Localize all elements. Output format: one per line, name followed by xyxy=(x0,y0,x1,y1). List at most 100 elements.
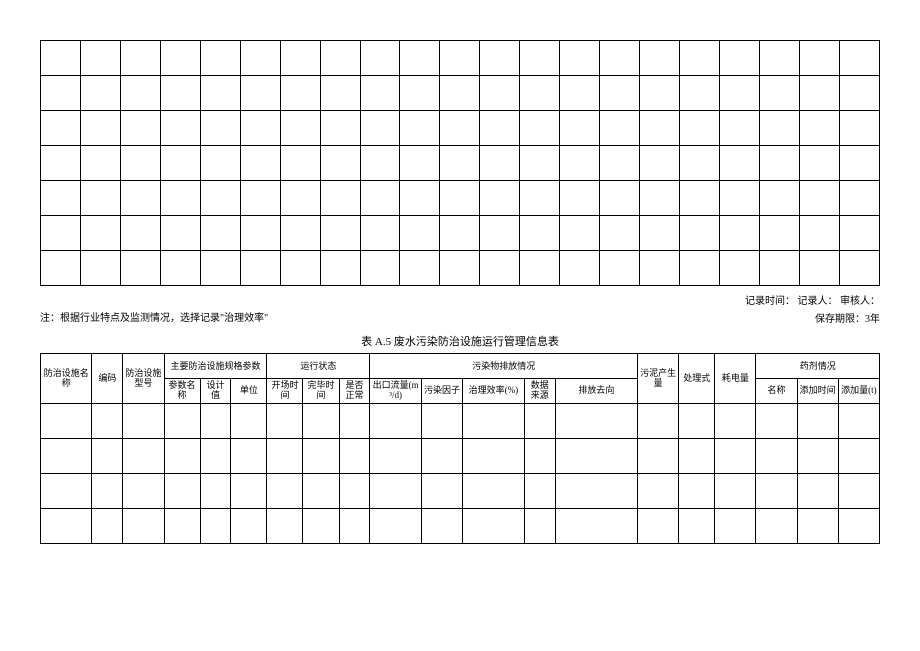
empty-cell xyxy=(303,439,339,474)
empty-cell xyxy=(799,216,839,251)
empty-cell xyxy=(799,251,839,286)
upper-blank-table xyxy=(40,40,880,286)
empty-cell xyxy=(520,181,560,216)
empty-cell xyxy=(360,146,400,181)
empty-cell xyxy=(200,509,231,544)
empty-cell xyxy=(41,439,92,474)
empty-cell xyxy=(719,111,759,146)
empty-cell xyxy=(280,111,320,146)
empty-cell xyxy=(120,216,160,251)
empty-cell xyxy=(164,474,200,509)
empty-cell xyxy=(41,41,81,76)
record-time-label: 记录时间： xyxy=(745,296,795,307)
empty-cell xyxy=(715,439,756,474)
empty-cell xyxy=(160,41,200,76)
empty-cell xyxy=(200,111,240,146)
table-row xyxy=(41,146,880,181)
empty-cell xyxy=(756,474,797,509)
h-outlet-flow: 出口流量(m³/d) xyxy=(370,379,421,404)
empty-cell xyxy=(370,439,421,474)
empty-cell xyxy=(400,181,440,216)
empty-cell xyxy=(360,111,400,146)
empty-cell xyxy=(600,146,640,181)
empty-cell xyxy=(80,251,120,286)
empty-cell xyxy=(839,181,879,216)
empty-cell xyxy=(240,146,280,181)
empty-cell xyxy=(555,474,637,509)
empty-cell xyxy=(555,439,637,474)
empty-cell xyxy=(719,251,759,286)
empty-cell xyxy=(600,41,640,76)
empty-cell xyxy=(839,111,879,146)
empty-cell xyxy=(719,41,759,76)
empty-cell xyxy=(480,111,520,146)
empty-cell xyxy=(320,41,360,76)
empty-cell xyxy=(421,439,462,474)
empty-cell xyxy=(640,76,680,111)
empty-cell xyxy=(400,216,440,251)
empty-cell xyxy=(640,251,680,286)
empty-cell xyxy=(303,474,339,509)
empty-cell xyxy=(524,439,555,474)
empty-cell xyxy=(680,76,720,111)
empty-cell xyxy=(123,474,164,509)
empty-cell xyxy=(839,216,879,251)
empty-cell xyxy=(80,76,120,111)
empty-cell xyxy=(41,146,81,181)
empty-cell xyxy=(320,111,360,146)
empty-cell xyxy=(838,439,879,474)
empty-cell xyxy=(440,76,480,111)
empty-cell xyxy=(280,146,320,181)
empty-cell xyxy=(555,509,637,544)
empty-cell xyxy=(719,216,759,251)
empty-cell xyxy=(560,76,600,111)
empty-cell xyxy=(360,76,400,111)
empty-cell xyxy=(41,404,92,439)
empty-cell xyxy=(680,111,720,146)
empty-cell xyxy=(339,474,370,509)
empty-cell xyxy=(839,146,879,181)
empty-cell xyxy=(280,41,320,76)
empty-cell xyxy=(421,509,462,544)
empty-cell xyxy=(120,111,160,146)
empty-cell xyxy=(80,181,120,216)
empty-cell xyxy=(680,146,720,181)
empty-cell xyxy=(240,181,280,216)
empty-cell xyxy=(267,404,303,439)
h-reagent-name: 名称 xyxy=(756,379,797,404)
empty-cell xyxy=(92,474,123,509)
empty-cell xyxy=(421,474,462,509)
empty-cell xyxy=(715,404,756,439)
empty-cell xyxy=(160,216,200,251)
empty-cell xyxy=(400,76,440,111)
empty-cell xyxy=(560,216,600,251)
empty-cell xyxy=(759,181,799,216)
empty-cell xyxy=(200,439,231,474)
empty-cell xyxy=(320,181,360,216)
empty-cell xyxy=(799,41,839,76)
empty-cell xyxy=(41,509,92,544)
empty-cell xyxy=(303,404,339,439)
table-row xyxy=(41,216,880,251)
empty-cell xyxy=(41,216,81,251)
empty-cell xyxy=(640,111,680,146)
empty-cell xyxy=(463,439,525,474)
empty-cell xyxy=(400,111,440,146)
empty-cell xyxy=(400,146,440,181)
empty-cell xyxy=(41,76,81,111)
recorder-label: 记录人： xyxy=(798,296,838,307)
empty-cell xyxy=(200,251,240,286)
table-row xyxy=(41,181,880,216)
empty-cell xyxy=(463,404,525,439)
empty-cell xyxy=(640,181,680,216)
lower-info-table: 防治设施名称 编码 防治设施型号 主要防治设施规格参数 运行状态 污染物排放情况… xyxy=(40,353,880,544)
empty-cell xyxy=(560,111,600,146)
empty-cell xyxy=(797,474,838,509)
empty-cell xyxy=(231,474,267,509)
empty-cell xyxy=(440,251,480,286)
empty-cell xyxy=(120,146,160,181)
empty-cell xyxy=(320,146,360,181)
empty-cell xyxy=(200,181,240,216)
empty-cell xyxy=(240,251,280,286)
empty-cell xyxy=(463,509,525,544)
